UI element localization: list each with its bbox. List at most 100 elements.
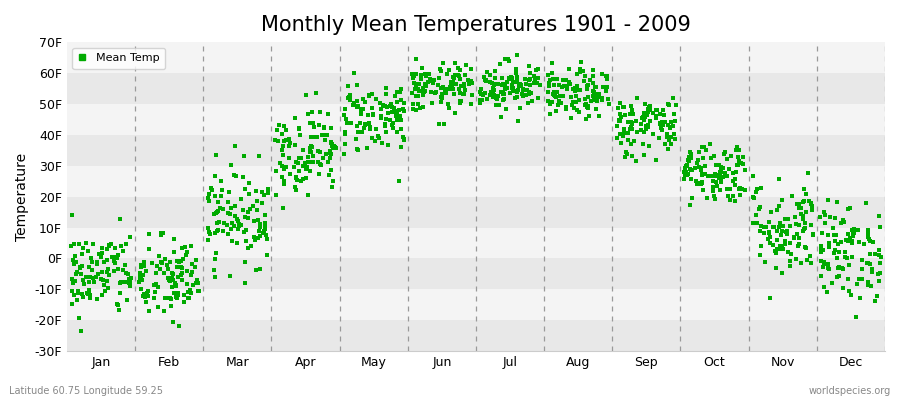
Point <box>708 173 723 179</box>
Point <box>69 269 84 275</box>
Point <box>100 257 114 263</box>
Point <box>820 288 834 295</box>
Point <box>595 71 609 77</box>
Point <box>424 89 438 96</box>
Point <box>276 204 291 211</box>
Point <box>191 288 205 294</box>
Point <box>586 72 600 79</box>
Point <box>588 94 602 100</box>
Point <box>485 94 500 100</box>
Point <box>822 232 836 239</box>
Point <box>763 234 778 240</box>
Point <box>509 89 524 96</box>
Point <box>590 96 605 102</box>
Point <box>506 78 520 85</box>
Point <box>351 103 365 109</box>
Point <box>350 123 365 129</box>
Point <box>102 242 116 248</box>
Point <box>166 319 180 326</box>
Point <box>412 88 427 94</box>
Point <box>508 78 523 85</box>
Bar <box>67 135 885 166</box>
Point <box>90 261 104 267</box>
Point <box>514 82 528 88</box>
Point <box>225 220 239 226</box>
Point <box>122 283 137 290</box>
Bar <box>67 228 885 258</box>
Point <box>252 153 266 160</box>
Point <box>817 261 832 268</box>
Point <box>574 59 589 66</box>
Point <box>582 77 597 83</box>
Point <box>434 94 448 100</box>
Point <box>509 94 524 100</box>
Point <box>303 134 318 140</box>
Point <box>65 301 79 308</box>
Point <box>725 178 740 184</box>
Point <box>438 90 453 96</box>
Point <box>845 254 859 260</box>
Point <box>210 220 224 226</box>
Point <box>775 243 789 250</box>
Point <box>95 277 110 283</box>
Point <box>205 186 220 193</box>
Point <box>872 252 886 259</box>
Point <box>165 275 179 282</box>
Point <box>406 74 420 81</box>
Point <box>289 174 303 180</box>
Point <box>65 276 79 283</box>
Point <box>786 193 800 199</box>
Point <box>527 72 542 79</box>
Point <box>857 240 871 247</box>
Point <box>757 230 771 236</box>
Point <box>843 204 858 211</box>
Point <box>832 264 846 270</box>
Point <box>804 201 818 207</box>
Point <box>561 83 575 90</box>
Point <box>323 151 338 158</box>
Point <box>328 143 343 150</box>
Point <box>202 229 216 235</box>
Point <box>861 260 876 266</box>
Point <box>849 314 863 320</box>
Point <box>374 140 389 146</box>
Point <box>861 279 876 285</box>
Point <box>874 254 888 260</box>
Point <box>727 176 742 182</box>
Point <box>142 307 157 314</box>
Point <box>683 148 698 155</box>
Point <box>82 263 96 270</box>
Point <box>301 159 315 165</box>
Point <box>578 73 592 79</box>
Point <box>250 198 265 204</box>
Point <box>569 99 583 105</box>
Point <box>704 172 718 179</box>
Point <box>313 109 328 116</box>
Point <box>508 94 522 101</box>
Point <box>282 143 296 149</box>
Point <box>459 62 473 68</box>
Point <box>214 187 229 193</box>
Point <box>248 267 263 274</box>
Point <box>692 148 706 155</box>
Point <box>295 176 310 183</box>
Point <box>714 164 728 171</box>
Point <box>624 140 638 147</box>
Point <box>697 144 711 150</box>
Point <box>796 198 811 204</box>
Point <box>433 66 447 72</box>
Point <box>169 294 184 300</box>
Point <box>104 240 118 247</box>
Point <box>324 167 338 174</box>
Point <box>513 104 527 111</box>
Point <box>327 143 341 150</box>
Point <box>580 105 595 112</box>
Point <box>677 169 691 175</box>
Point <box>180 249 194 256</box>
Point <box>668 135 682 142</box>
Point <box>192 288 206 294</box>
Point <box>541 72 555 78</box>
Point <box>714 177 728 184</box>
Point <box>511 83 526 89</box>
Point <box>302 120 317 126</box>
